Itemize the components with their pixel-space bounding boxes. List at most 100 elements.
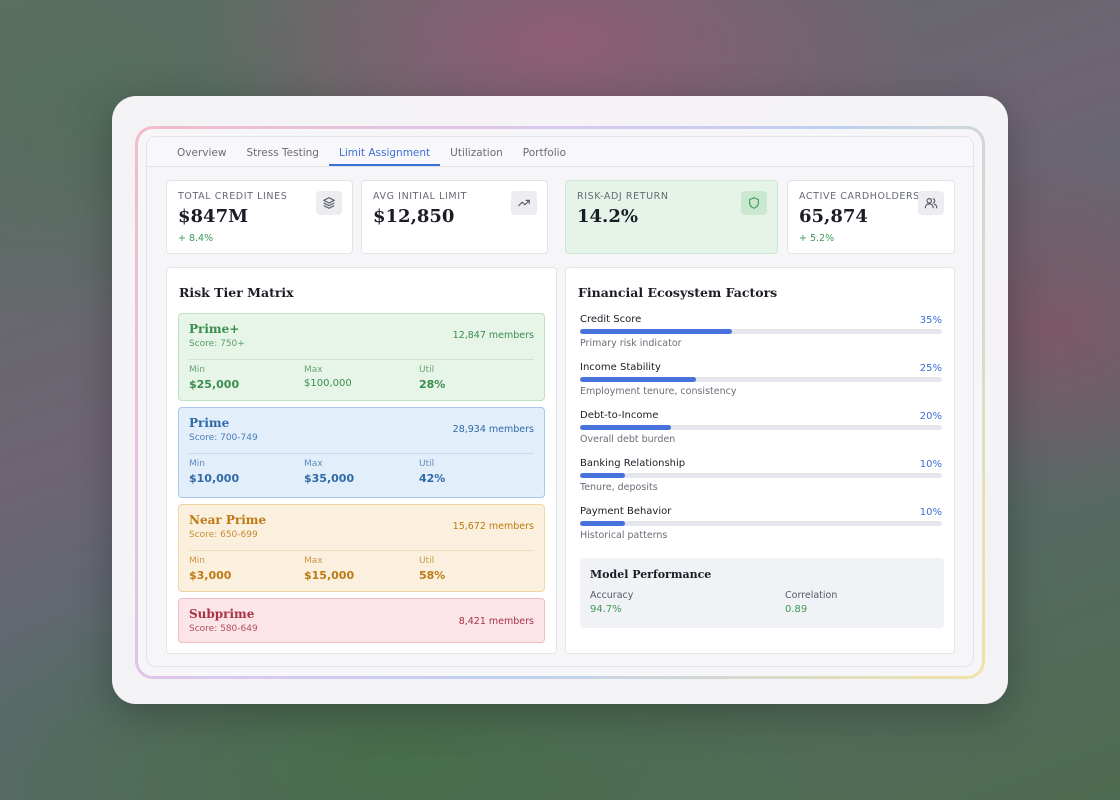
factor-weight: 35% [919,315,942,326]
stat-value: $25,000 [189,378,240,391]
tier-members: 8,421 members [458,616,534,627]
shield-icon [741,191,767,215]
tier-members: 28,934 members [452,424,534,435]
factor-weight: 10% [919,507,942,518]
factors-panel: Financial Ecosystem Factors Credit Score… [565,267,955,654]
kpi-label: ACTIVE CARDHOLDERS [799,191,920,202]
stat-min: Min $10,000 [189,459,239,485]
stat-label: Util [419,365,435,375]
factor-description: Primary risk indicator [580,338,682,349]
kpi-active-cardholders: ACTIVE CARDHOLDERS 65,874 + 5.2% [787,180,955,254]
factor-description: Historical patterns [580,530,668,541]
weight-bar [580,473,942,478]
stat-value: $100,000 [304,378,352,389]
stat-max: Max $100,000 [304,365,352,389]
kpi-row: TOTAL CREDIT LINES $847M + 8.4% AVG INIT… [166,180,955,254]
tab-portfolio[interactable]: Portfolio [522,147,566,159]
stat-label: Util [419,459,435,469]
factor-payment-behavior: Payment Behavior 10% Historical patterns [580,506,942,550]
tier-score: Score: 700-749 [189,433,258,443]
tab-utilization[interactable]: Utilization [450,147,503,159]
weight-bar [580,425,942,430]
kpi-value: $847M [178,206,249,227]
weight-bar [580,377,942,382]
factor-weight: 25% [919,363,942,374]
weight-bar [580,521,942,526]
stat-label: Min [189,459,205,469]
model-accuracy: Accuracy 94.7% [590,590,633,615]
tier-score: Score: 650-699 [189,530,258,540]
trending-up-icon [511,191,537,215]
kpi-label: AVG INITIAL LIMIT [373,191,467,202]
stat-util: Util 58% [419,556,445,582]
tier-members: 12,847 members [452,330,534,341]
stat-value: 42% [419,472,446,485]
tier-stats: Min $25,000 Max $100,000 Util 28% [189,365,529,395]
tab-overview[interactable]: Overview [177,147,227,159]
stat-label: Max [304,365,323,375]
factor-credit-score: Credit Score 35% Primary risk indicator [580,314,942,358]
stat-min: Min $25,000 [189,365,239,391]
stat-label: Min [189,556,205,566]
tier-stats: Min $3,000 Max $15,000 Util 58% [189,556,529,586]
stat-max: Max $35,000 [304,459,354,485]
factor-banking-relationship: Banking Relationship 10% Tenure, deposit… [580,458,942,502]
stat-min: Min $3,000 [189,556,231,582]
stat-label: Min [189,365,205,375]
kpi-delta: + 8.4% [178,233,214,244]
tier-score: Score: 580-649 [189,624,258,634]
stat-value: 28% [419,378,446,391]
tier-card-prime-plus[interactable]: Prime+ Score: 750+ 12,847 members Min $2… [178,313,545,401]
weight-bar-fill [580,377,696,382]
tier-card-prime[interactable]: Prime Score: 700-749 28,934 members Min … [178,407,545,498]
tab-stress-testing[interactable]: Stress Testing [246,147,319,159]
tier-stats: Min $10,000 Max $35,000 Util 42% [189,459,529,489]
stat-label: Max [304,459,323,469]
stat-max: Max $15,000 [304,556,354,582]
stat-util: Util 28% [419,365,445,391]
divider [189,359,534,360]
factor-name: Payment Behavior [580,506,672,517]
kpi-avg-initial-limit: AVG INITIAL LIMIT $12,850 [361,180,548,254]
stat-value: $15,000 [304,569,355,582]
kpi-total-credit-lines: TOTAL CREDIT LINES $847M + 8.4% [166,180,353,254]
factor-description: Employment tenure, consistency [580,386,737,397]
weight-bar-fill [580,425,671,430]
tier-name: Subprime [189,607,255,621]
model-performance-box: Model Performance Accuracy 94.7% Correla… [580,558,944,628]
factor-name: Debt-to-Income [580,410,659,421]
tier-name: Near Prime [189,513,267,527]
tier-name: Prime [189,416,230,430]
tier-card-subprime[interactable]: Subprime Score: 580-649 8,421 members [178,598,545,643]
stat-value: $35,000 [304,472,355,485]
risk-tier-panel: Risk Tier Matrix Prime+ Score: 750+ 12,8… [166,267,557,654]
kpi-label: TOTAL CREDIT LINES [178,191,288,202]
factor-name: Income Stability [580,362,661,373]
stat-label: Max [304,556,323,566]
kpi-value: 14.2% [577,206,638,227]
tier-members: 15,672 members [452,521,534,532]
weight-bar-fill [580,329,733,334]
stat-util: Util 42% [419,459,445,485]
panel-title: Financial Ecosystem Factors [578,285,778,300]
panel-title: Risk Tier Matrix [179,285,294,300]
weight-bar-fill [580,521,626,526]
weight-bar-fill [580,473,626,478]
kpi-value: $12,850 [373,206,455,227]
factor-income-stability: Income Stability 25% Employment tenure, … [580,362,942,406]
divider [189,453,534,454]
kpi-value: 65,874 [799,206,868,227]
factor-description: Overall debt burden [580,434,676,445]
kpi-delta: + 5.2% [799,233,835,244]
tier-score: Score: 750+ [189,339,245,349]
tier-name: Prime+ [189,322,240,336]
tab-limit-assignment[interactable]: Limit Assignment [328,147,441,166]
tab-bar: Overview Stress Testing Limit Assignment… [147,137,973,167]
model-label: Accuracy [590,590,634,601]
stat-value: 58% [419,569,446,582]
factor-name: Banking Relationship [580,458,686,469]
tier-card-near-prime[interactable]: Near Prime Score: 650-699 15,672 members… [178,504,545,592]
factor-description: Tenure, deposits [580,482,658,493]
stat-value: $10,000 [189,472,240,485]
stat-label: Util [419,556,435,566]
